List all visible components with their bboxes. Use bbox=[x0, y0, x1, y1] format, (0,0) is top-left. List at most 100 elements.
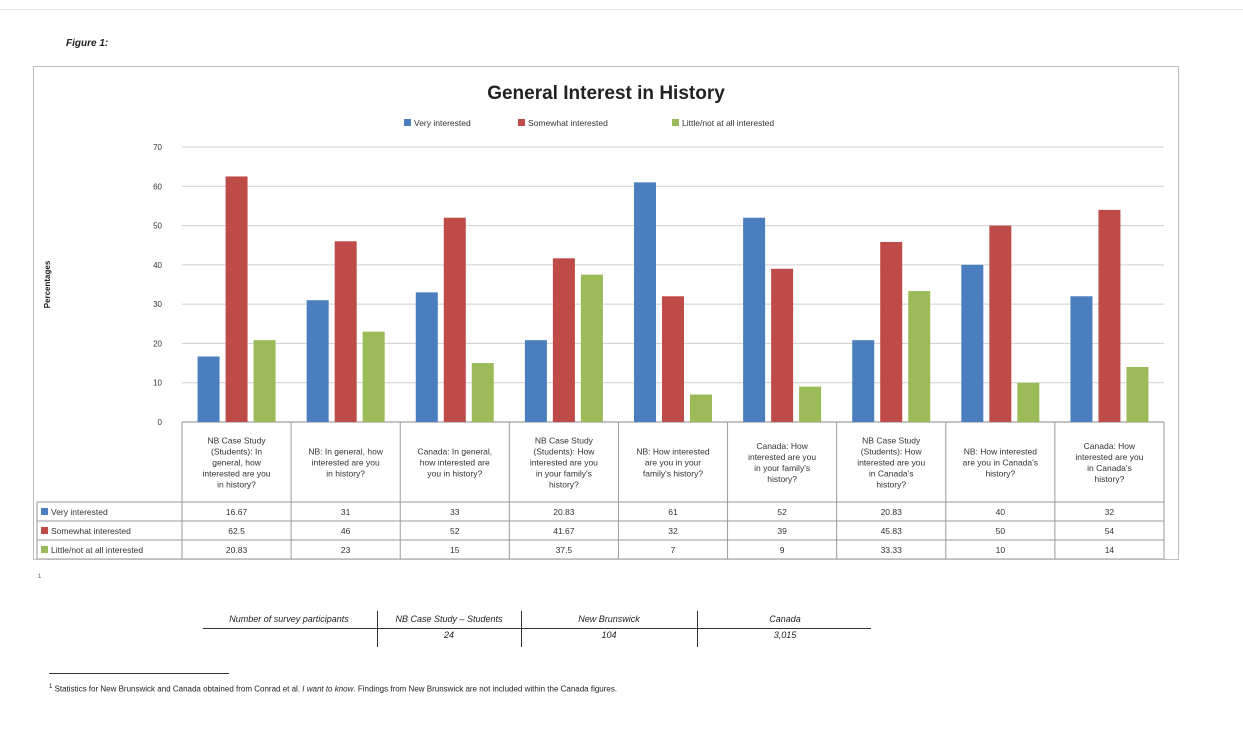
category-label: Canada: In general, how interested are you… bbox=[417, 447, 492, 479]
bar bbox=[690, 394, 712, 422]
table-cell-value: 15 bbox=[450, 545, 460, 555]
legend-label: Somewhat interested bbox=[528, 118, 608, 128]
bar bbox=[1017, 382, 1040, 422]
bar bbox=[908, 291, 931, 422]
table-row-label: Little/not at all interested bbox=[51, 545, 143, 555]
participants-col-header: NB Case Study – Students bbox=[395, 614, 503, 624]
bar bbox=[1126, 367, 1149, 422]
bar bbox=[634, 182, 656, 422]
participants-table: Number of survey participants NB Case St… bbox=[203, 611, 871, 647]
table-cell-value: 45.83 bbox=[881, 526, 903, 536]
footnote-marker: 1 bbox=[49, 684, 53, 690]
y-tick-label: 10 bbox=[153, 379, 162, 388]
table-cell-value: 52 bbox=[450, 526, 460, 536]
y-tick-label: 50 bbox=[153, 222, 162, 231]
legend-swatch bbox=[404, 119, 411, 126]
table-row-label: Very interested bbox=[51, 507, 108, 517]
table-cell-value: 39 bbox=[777, 526, 787, 536]
table-cell-value: 20.83 bbox=[553, 507, 575, 517]
table-cell-value: 54 bbox=[1105, 526, 1115, 536]
footnote-text: Statistics for New Brunswick and Canada … bbox=[54, 684, 303, 694]
category-label: Canada: How interested are you in your fam… bbox=[748, 441, 816, 484]
table-legend-swatch bbox=[41, 527, 48, 534]
table-cell-value: 41.67 bbox=[553, 526, 575, 536]
bar bbox=[253, 340, 276, 422]
participants-count: 104 bbox=[601, 630, 617, 640]
table-legend-swatch bbox=[41, 508, 48, 515]
footnote-text-end: . Findings from New Brunswick are not in… bbox=[353, 684, 618, 694]
legend-label: Little/not at all interested bbox=[682, 118, 774, 128]
bar bbox=[552, 258, 575, 422]
participants-count: 3,015 bbox=[773, 630, 797, 640]
small-mark: 1 bbox=[38, 574, 42, 580]
category-label: NB: How interested are you in your family'… bbox=[636, 447, 709, 479]
category-label: NB: In general, how interested are you in … bbox=[308, 447, 384, 479]
bar bbox=[415, 292, 438, 422]
table-cell-value: 61 bbox=[668, 507, 678, 517]
bar bbox=[989, 225, 1012, 422]
bar bbox=[743, 217, 766, 422]
table-cell-value: 37.5 bbox=[556, 545, 573, 555]
category-label: NB Case Study (Students): In general, how i… bbox=[203, 436, 271, 490]
bar bbox=[580, 274, 603, 422]
table-cell-value: 52 bbox=[777, 507, 787, 517]
table-cell-value: 50 bbox=[996, 526, 1006, 536]
table-cell-value: 10 bbox=[996, 545, 1006, 555]
participants-count: 24 bbox=[443, 630, 454, 640]
category-label: NB Case Study (Students): How interested a… bbox=[530, 436, 598, 490]
category-label: Canada: How interested are you in Canada's… bbox=[1075, 441, 1143, 484]
participants-col-header: Canada bbox=[769, 614, 801, 624]
table-cell-value: 31 bbox=[341, 507, 351, 517]
bar bbox=[852, 340, 875, 422]
table-cell-value: 20.83 bbox=[226, 545, 248, 555]
table-cell-value: 7 bbox=[671, 545, 676, 555]
y-tick-label: 40 bbox=[153, 261, 162, 270]
y-tick-label: 0 bbox=[158, 418, 163, 427]
bar bbox=[524, 340, 547, 422]
legend-label: Very interested bbox=[414, 118, 471, 128]
table-cell-value: 20.83 bbox=[881, 507, 903, 517]
table-cell-value: 40 bbox=[996, 507, 1006, 517]
table-cell-value: 16.67 bbox=[226, 507, 248, 517]
bar bbox=[471, 363, 494, 422]
footnote: 1 Statistics for New Brunswick and Canad… bbox=[49, 684, 617, 694]
bar bbox=[225, 176, 248, 422]
bar bbox=[306, 300, 329, 422]
table-cell-value: 46 bbox=[341, 526, 351, 536]
participants-divider bbox=[377, 611, 378, 647]
bar bbox=[880, 241, 903, 422]
y-tick-label: 70 bbox=[153, 143, 162, 152]
table-cell-value: 23 bbox=[341, 545, 351, 555]
y-tick-label: 20 bbox=[153, 339, 162, 348]
legend-swatch bbox=[518, 119, 525, 126]
bar bbox=[334, 241, 357, 422]
table-legend-swatch bbox=[41, 546, 48, 553]
table-cell-value: 33.33 bbox=[881, 545, 903, 555]
bar bbox=[771, 268, 794, 422]
participants-divider bbox=[521, 611, 522, 647]
chart-title: General Interest in History bbox=[487, 83, 725, 104]
table-cell-value: 32 bbox=[668, 526, 678, 536]
bar bbox=[961, 264, 984, 422]
bar bbox=[443, 217, 466, 422]
y-axis-label: Percentages bbox=[43, 260, 52, 308]
category-label: NB: How interested are you in Canada's his… bbox=[963, 447, 1038, 479]
participants-divider bbox=[697, 611, 698, 647]
table-cell-value: 14 bbox=[1105, 545, 1115, 555]
bar bbox=[197, 356, 220, 422]
footnote-rule bbox=[49, 673, 229, 674]
table-cell-value: 62.5 bbox=[228, 526, 245, 536]
bar bbox=[1070, 296, 1093, 422]
participants-col-header: New Brunswick bbox=[578, 614, 640, 624]
participants-label: Number of survey participants bbox=[229, 614, 349, 624]
top-divider bbox=[0, 9, 1243, 10]
participants-rule bbox=[203, 628, 871, 629]
legend-swatch bbox=[672, 119, 679, 126]
bar bbox=[1098, 209, 1121, 422]
bar bbox=[799, 386, 822, 422]
figure-label: Figure 1: bbox=[66, 38, 109, 49]
table-cell-value: 9 bbox=[780, 545, 785, 555]
category-label: NB Case Study (Students): How interested a… bbox=[857, 436, 925, 490]
bar bbox=[662, 296, 684, 422]
table-cell-value: 32 bbox=[1105, 507, 1115, 517]
